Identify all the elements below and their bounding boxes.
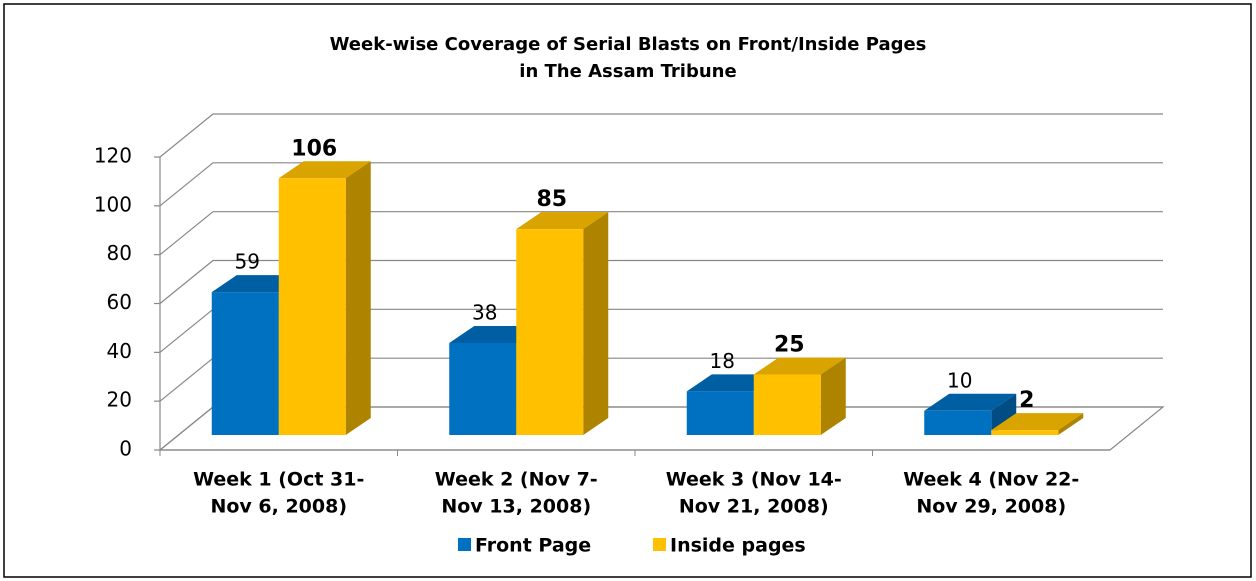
legend-swatch	[458, 538, 471, 551]
x-tick-label: Week 4 (Nov 22-	[903, 469, 1079, 491]
x-tick-label: Nov 29, 2008)	[916, 496, 1066, 518]
bar-top	[278, 161, 371, 179]
x-tick-label: Week 3 (Nov 14-	[666, 469, 842, 491]
bar-side	[1058, 413, 1084, 435]
grid-line	[159, 211, 1163, 256]
bar	[991, 430, 1059, 435]
x-tick-label: Week 1 (Oct 31-	[193, 469, 364, 491]
y-tick-label: 120	[94, 144, 132, 168]
bar-side	[345, 161, 371, 435]
bar-top	[991, 413, 1084, 431]
x-tick-label: Nov 13, 2008)	[441, 496, 591, 518]
data-label: 2	[1019, 388, 1034, 413]
x-tick-label: Nov 6, 2008)	[210, 496, 347, 518]
data-label: 10	[947, 368, 972, 392]
bar	[449, 342, 517, 435]
bar	[753, 374, 821, 435]
grid-line	[159, 162, 1163, 207]
bar	[278, 178, 346, 435]
data-label: 18	[710, 349, 735, 373]
y-tick-label: 100	[94, 192, 132, 216]
y-tick-label: 20	[107, 388, 132, 412]
legend-label: Inside pages	[670, 535, 806, 557]
bar-top	[753, 357, 846, 375]
bar-side	[991, 393, 1017, 435]
x-tick-label: Nov 21, 2008)	[679, 496, 829, 518]
grid-line	[159, 113, 1163, 158]
bar	[516, 229, 584, 435]
data-label: 25	[774, 332, 805, 357]
bar	[686, 391, 754, 435]
y-tick-label: 40	[107, 339, 132, 363]
chart-title: Week-wise Coverage of Serial Blasts on F…	[330, 34, 927, 55]
bar-top	[924, 393, 1017, 411]
y-tick-label: 80	[107, 241, 132, 265]
bar	[211, 292, 279, 435]
data-label: 59	[235, 250, 260, 274]
bar-side	[583, 212, 609, 435]
data-label: 38	[472, 300, 497, 324]
legend-swatch	[653, 538, 666, 551]
bar-top	[516, 212, 609, 230]
legend-label: Front Page	[475, 535, 591, 557]
data-label: 106	[291, 136, 337, 161]
bar	[924, 410, 992, 435]
y-tick-label: 60	[107, 290, 132, 314]
bar-side	[820, 357, 846, 435]
data-label: 85	[536, 187, 567, 212]
grid-line	[159, 259, 1163, 304]
chart-title: in The Assam Tribune	[519, 61, 736, 82]
y-tick-label: 0	[119, 437, 132, 461]
x-tick-label: Week 2 (Nov 7-	[435, 469, 598, 491]
chart-frame	[3, 3, 1252, 578]
